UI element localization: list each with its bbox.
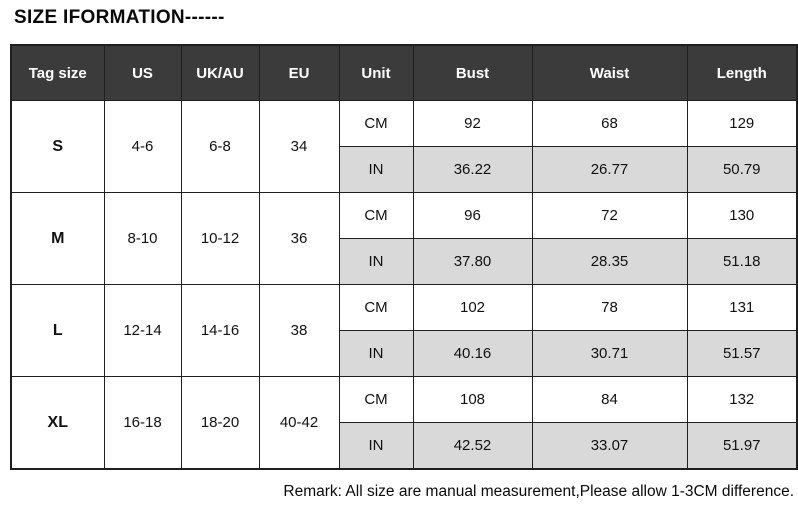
table-row-m-in: IN 37.80 28.35 51.18 [11,238,798,285]
bust-cell: 96 [412,192,533,239]
waist-cell: 84 [531,376,688,423]
waist-cell: 72 [531,192,688,239]
column-header-waist: Waist [531,44,688,101]
waist-cell: 26.77 [531,146,688,193]
waist-cell: 78 [531,284,688,331]
waist-cell: 28.35 [531,238,688,285]
tag-size-cell: S [10,100,105,193]
unit-cell: IN [338,146,414,193]
column-header-bust: Bust [412,44,533,101]
column-header-tag-size: Tag size [10,44,105,101]
bust-cell: 92 [412,100,533,147]
bust-cell: 102 [412,284,533,331]
table-row-l-in: IN 40.16 30.71 51.57 [11,330,798,377]
remark-text: Remark: All size are manual measurement,… [283,483,794,500]
bust-cell: 108 [412,376,533,423]
table-row-s-cm: S 4-6 6-8 34 CM 92 68 129 [10,100,798,193]
bust-cell: 42.52 [412,422,533,470]
unit-cell: CM [338,100,414,147]
tag-size-cell: M [10,192,105,285]
header-row: Tag size US UK/AU EU Unit Bust Waist Len… [10,44,798,101]
uk-au-cell: 10-12 [180,192,260,285]
table-row-l-cm: L 12-14 14-16 38 CM 102 78 131 [10,284,798,377]
length-cell: 51.18 [686,238,798,285]
eu-cell: 36 [258,192,340,285]
us-cell: 8-10 [103,192,182,285]
us-cell: 12-14 [103,284,182,377]
bust-cell: 36.22 [412,146,533,193]
column-header-uk-au: UK/AU [180,44,260,101]
length-cell: 51.57 [686,330,798,377]
unit-cell: CM [338,192,414,239]
length-cell: 51.97 [686,422,798,470]
unit-cell: IN [338,330,414,377]
table-row-s-in: IN 36.22 26.77 50.79 [11,146,798,193]
length-cell: 130 [686,192,798,239]
waist-cell: 30.71 [531,330,688,377]
eu-cell: 38 [258,284,340,377]
length-cell: 129 [686,100,798,147]
column-header-eu: EU [258,44,340,101]
length-cell: 132 [686,376,798,423]
us-cell: 4-6 [103,100,182,193]
unit-cell: IN [338,238,414,285]
table-row-xl-cm: XL 16-18 18-20 40-42 CM 108 84 132 [10,376,798,470]
uk-au-cell: 6-8 [180,100,260,193]
waist-cell: 33.07 [531,422,688,470]
unit-cell: IN [338,422,414,470]
us-cell: 16-18 [103,376,182,470]
length-cell: 50.79 [686,146,798,193]
eu-cell: 34 [258,100,340,193]
column-header-unit: Unit [338,44,414,101]
size-chart-table: Tag size US UK/AU EU Unit Bust Waist Len… [10,44,798,470]
eu-cell: 40-42 [258,376,340,470]
unit-cell: CM [338,284,414,331]
column-header-length: Length [686,44,798,101]
uk-au-cell: 18-20 [180,376,260,470]
page-title: SIZE IFORMATION------ [14,7,225,28]
unit-cell: CM [338,376,414,423]
waist-cell: 68 [531,100,688,147]
uk-au-cell: 14-16 [180,284,260,377]
bust-cell: 37.80 [412,238,533,285]
tag-size-cell: L [10,284,105,377]
bust-cell: 40.16 [412,330,533,377]
table-row-xl-in: IN 42.52 33.07 51.97 [11,422,798,470]
tag-size-cell: XL [10,376,105,470]
table-row-m-cm: M 8-10 10-12 36 CM 96 72 130 [10,192,798,285]
column-header-us: US [103,44,182,101]
length-cell: 131 [686,284,798,331]
